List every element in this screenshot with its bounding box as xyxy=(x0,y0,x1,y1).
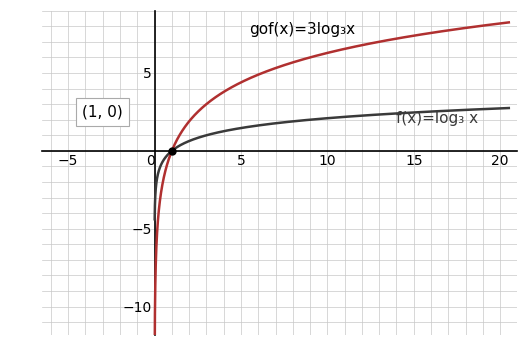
Text: (1, 0): (1, 0) xyxy=(82,105,122,120)
Text: f(x)=log₃ x: f(x)=log₃ x xyxy=(397,111,478,126)
Text: gof(x)=3log₃x: gof(x)=3log₃x xyxy=(250,22,356,37)
